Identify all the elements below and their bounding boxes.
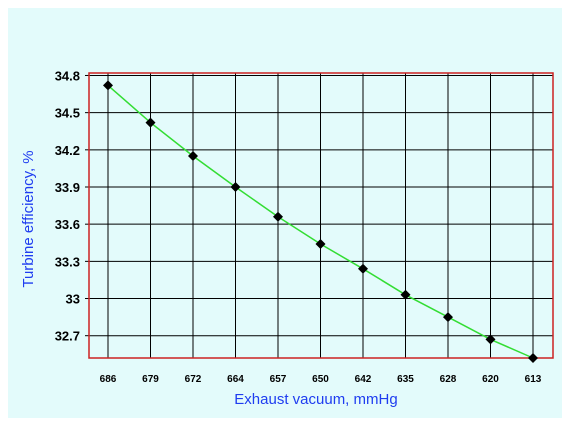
y-tick-label: 32.7 <box>55 329 80 344</box>
data-point <box>273 211 283 222</box>
grid-layer <box>85 72 554 359</box>
y-axis-title: Turbine efficiency, % <box>20 150 37 287</box>
data-point <box>443 312 453 323</box>
plot-frame <box>88 72 554 359</box>
x-tick-label: 686 <box>100 374 117 385</box>
y-tick-label: 33.6 <box>55 217 80 232</box>
x-tick-labels: 686 679 672 664 657 650 642 635 628 620 613 <box>100 374 542 385</box>
data-point <box>145 117 156 128</box>
series-layer <box>103 80 538 363</box>
x-tick-label: 672 <box>185 374 202 385</box>
data-point <box>230 182 241 192</box>
y-tick-labels: 34.8 34.5 34.2 33.9 33.6 33.3 33 32.7 <box>55 68 80 343</box>
x-tick-label: 657 <box>270 374 287 385</box>
x-tick-label: 613 <box>525 374 542 385</box>
data-point <box>103 80 113 91</box>
x-tick-label: 679 <box>142 374 159 385</box>
x-tick-label: 650 <box>312 374 329 385</box>
y-tick-label: 34.8 <box>55 68 80 83</box>
y-tick-label: 33 <box>66 292 80 307</box>
y-tick-label: 34.5 <box>55 106 80 121</box>
y-tick-label: 33.3 <box>55 254 80 269</box>
data-point <box>188 151 198 162</box>
x-tick-label: 620 <box>482 374 499 385</box>
data-point <box>358 263 368 274</box>
x-tick-label: 642 <box>355 374 372 385</box>
data-point <box>485 334 496 345</box>
data-point <box>400 289 411 300</box>
x-axis-title: Exhaust vacuum, mmHg <box>234 391 397 408</box>
x-tick-label: 628 <box>440 374 457 385</box>
y-tick-label: 34.2 <box>55 143 80 158</box>
data-point <box>315 239 326 249</box>
data-point <box>528 353 538 363</box>
x-tick-label: 635 <box>397 374 414 385</box>
x-tick-label: 664 <box>227 374 244 385</box>
y-tick-label: 33.9 <box>55 180 80 195</box>
